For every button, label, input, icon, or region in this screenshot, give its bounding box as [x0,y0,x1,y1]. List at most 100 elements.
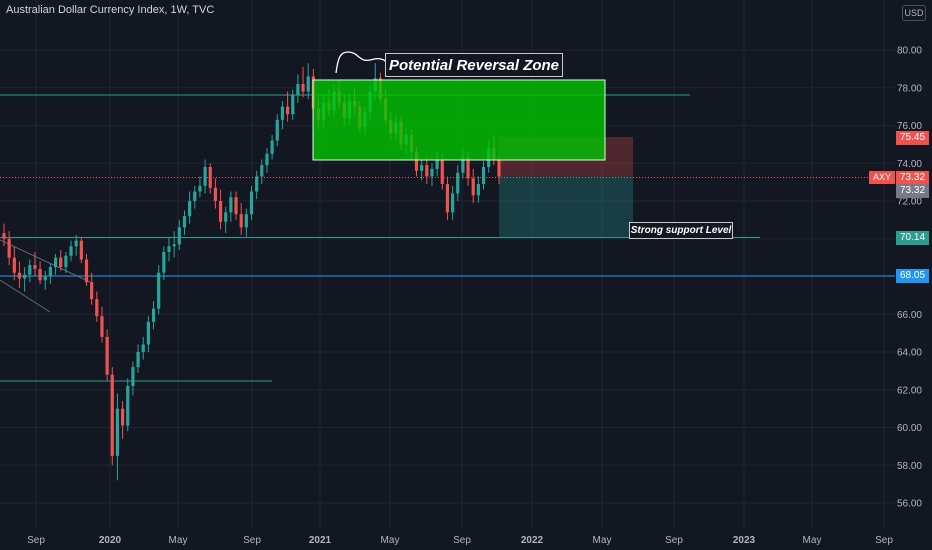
candle [280,100,285,130]
y-tick-label: 78.00 [897,83,922,94]
candle [193,185,197,209]
candle [182,210,187,235]
stop-price-tag: 75.45 [896,131,929,145]
y-tick-label: 72.00 [897,197,922,208]
candle [224,206,228,234]
candle [43,270,47,290]
reversal-zone-box[interactable] [312,79,606,161]
candle [445,176,450,220]
x-tick-label: May [803,535,822,546]
candle-body [79,240,83,260]
candle-body [306,76,310,92]
candle-body [296,83,300,96]
support-level-label[interactable]: Strong support Level [629,222,733,239]
candle-body [38,268,42,281]
candle-body [244,214,248,228]
x-tick-label: May [169,535,188,546]
x-tick-label: May [381,535,400,546]
candle-body [90,282,94,300]
y-tick-label: 58.00 [897,461,922,472]
x-tick-label: Sep [243,535,261,546]
candle [141,336,145,360]
candle [213,178,218,209]
x-tick-label: Sep [453,535,471,546]
candle [120,401,125,439]
candle-body [12,257,16,273]
candle [136,344,140,373]
candle-body [182,216,187,228]
candle-body [213,187,218,201]
candle [255,170,259,200]
reversal-zone-label[interactable]: Potential Reversal Zone [385,53,563,77]
candle-body [270,140,274,154]
candle [64,251,68,273]
candle-body [445,184,450,213]
candle-body [430,168,434,177]
candle-body [131,367,135,386]
candle [105,329,109,381]
candle [131,361,135,396]
candle-body [280,106,285,120]
current-price-gray-tag: 73.32 [896,184,929,198]
candle-body [17,272,22,279]
candle-body [476,184,480,196]
current-price-tag: 73.32 [896,171,929,185]
candle [90,272,94,305]
candle-body [95,299,99,317]
support-price-tag: 70.14 [896,231,929,245]
candle [95,291,99,322]
candle [167,236,171,262]
annotation-curve [335,51,388,74]
candle [33,251,37,277]
candle-body [471,178,475,196]
candle [198,176,202,198]
candle-body [420,165,424,171]
candle-body [120,408,125,426]
candle [456,165,460,201]
candle-body [435,159,439,169]
candle [301,66,305,98]
candle [229,191,233,222]
candle [203,159,207,194]
x-tick-label: Sep [665,535,683,546]
candle [146,316,150,352]
candle [53,253,58,275]
candle [28,259,32,283]
y-tick-label: 60.00 [897,423,922,434]
candle [69,240,73,262]
candle-body [28,265,32,275]
y-tick-label: 62.00 [897,385,922,396]
y-tick-label: 76.00 [897,121,922,132]
candle-body [188,201,192,217]
x-tick-label: Sep [875,535,893,546]
candle-body [198,185,202,192]
candle [270,134,274,160]
candle-body [229,197,233,213]
candle-body [141,344,145,352]
candle-body [74,240,78,247]
y-tick-label: 80.00 [897,46,922,57]
x-tick-label: May [593,535,612,546]
candle-body [43,276,47,281]
candle-body [64,255,68,268]
candle [425,157,429,185]
candle [306,63,310,100]
currency-badge[interactable]: USD [902,5,926,21]
candle [38,261,42,285]
symbol-tag: AXY [869,171,895,184]
candle-body [48,267,53,277]
candle-body [255,176,259,192]
candle [172,231,176,258]
candle [100,306,104,343]
candle [208,163,212,194]
candle-body [7,238,11,258]
candle-body [414,151,419,171]
candle [23,267,27,292]
candle-body [456,172,460,194]
candle [188,191,192,224]
candle [17,261,22,288]
y-tick-label: 56.00 [897,499,922,510]
trend-channel-line-2 [0,279,51,313]
